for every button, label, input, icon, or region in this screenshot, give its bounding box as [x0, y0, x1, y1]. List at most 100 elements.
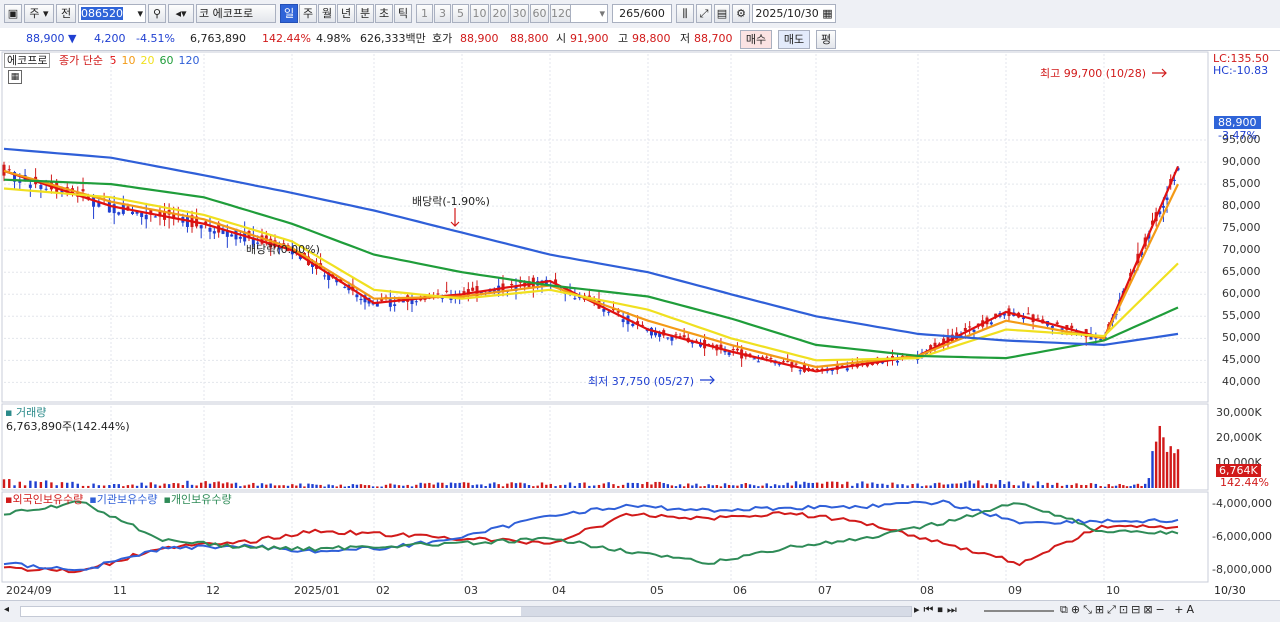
volume-bar	[968, 480, 971, 488]
change-value: 4,200	[94, 32, 126, 45]
save-icon[interactable]: ▤	[714, 4, 730, 23]
volume-bar	[449, 482, 453, 488]
date-input[interactable]: 2025/10/30 ▦	[752, 4, 836, 23]
volume-bar	[602, 483, 606, 488]
period-tab-0[interactable]: 일	[280, 4, 298, 23]
date-tick: 02	[376, 584, 390, 597]
holdings-line-0	[3, 511, 1179, 574]
price-tick: 70,000	[1222, 243, 1261, 257]
volume-bar	[299, 483, 302, 488]
market-select[interactable]: 주 ▾	[24, 4, 54, 23]
grid-lines	[1, 51, 1209, 583]
volume-bar	[234, 482, 238, 488]
interval-button-120[interactable]: 120	[550, 4, 572, 23]
chevron-down-icon: ▾	[599, 7, 605, 20]
volume-bar	[480, 484, 483, 488]
legend-stock-name[interactable]: 에코프로	[4, 53, 51, 68]
price-tick: 90,000	[1222, 155, 1261, 169]
volume-bar	[158, 485, 162, 488]
volume-bar	[826, 481, 829, 488]
volume-bar	[650, 484, 653, 488]
volume-bar	[81, 485, 85, 488]
date-tick: 12	[206, 584, 220, 597]
window-icon[interactable]: ▣	[4, 4, 22, 23]
buy-button[interactable]: 매수	[740, 30, 772, 49]
candle	[92, 193, 96, 219]
interval-button-10[interactable]: 10	[470, 4, 489, 23]
volume-bar	[428, 482, 431, 488]
interval-button-30[interactable]: 30	[510, 4, 529, 23]
interval-button-3[interactable]: 3	[434, 4, 451, 23]
volume-bar	[831, 481, 834, 488]
interval-button-60[interactable]: 60	[530, 4, 549, 23]
period-tab-5[interactable]: 초	[375, 4, 393, 23]
volume-bar	[467, 482, 470, 488]
open-label: 시	[556, 32, 567, 45]
period-tab-1[interactable]: 주	[299, 4, 317, 23]
volume-tick: 20,000K	[1216, 431, 1262, 444]
volume-bar	[34, 481, 37, 488]
volume-bar	[578, 483, 581, 488]
ma-line-5	[3, 166, 1180, 373]
gear-icon[interactable]: ⚙	[732, 4, 750, 23]
volume-bar	[1165, 451, 1169, 488]
volume-bar	[568, 482, 572, 488]
sell-button[interactable]: 매도	[778, 30, 810, 49]
volume-bar	[674, 486, 678, 488]
volume-bar	[981, 485, 984, 488]
stock-code-input[interactable]: 086520 ▾	[78, 4, 146, 23]
draw-icon[interactable]: ⤢	[696, 4, 712, 23]
volume-bar	[406, 484, 409, 488]
volume-bar	[886, 484, 889, 488]
period-tab-2[interactable]: 월	[318, 4, 336, 23]
volume-bar	[458, 482, 461, 488]
volume-bar	[256, 485, 259, 488]
horizontal-scrollbar[interactable]	[20, 606, 912, 617]
date-value: 2025/10/30	[755, 7, 819, 20]
candle	[144, 202, 148, 229]
volume-bar	[315, 484, 318, 488]
dividend-annotation-2: 배당락(0.00%)	[246, 243, 320, 256]
count-input[interactable]: 265/600	[612, 4, 672, 23]
volume-bar	[1125, 486, 1129, 488]
scroll-left-icon[interactable]: ◂	[4, 604, 10, 615]
volume-bar	[291, 484, 294, 488]
search-icon[interactable]: ⚲	[148, 4, 166, 23]
period-tab-3[interactable]: 년	[337, 4, 355, 23]
stock-name: 에코프로	[212, 7, 254, 20]
candle	[355, 288, 359, 302]
sound-icon[interactable]: ◂▾	[168, 4, 194, 23]
lc-label: LC:135.50	[1213, 52, 1270, 65]
empty-select[interactable]: ▾	[570, 4, 608, 23]
volume-bar	[765, 483, 768, 488]
volume-bar	[92, 483, 95, 488]
period-tab-6[interactable]: 틱	[394, 4, 412, 23]
volume-bar	[621, 484, 625, 488]
period-tab-4[interactable]: 분	[356, 4, 374, 23]
volume-bar	[732, 485, 735, 488]
zoom-slider[interactable]	[984, 610, 1054, 612]
interval-button-1[interactable]: 1	[416, 4, 433, 23]
volume-bar	[1169, 446, 1172, 488]
legend-type: 종가 단순	[58, 54, 103, 67]
volume-bar	[769, 486, 773, 488]
volume-bar	[946, 484, 950, 488]
interval-button-5[interactable]: 5	[452, 4, 469, 23]
candle-icon[interactable]: ⫼	[676, 4, 694, 23]
volume-bar	[108, 485, 111, 488]
date-tick: 08	[920, 584, 934, 597]
volume-value-label: 6,763,890주(142.44%)	[6, 420, 130, 433]
prev-button[interactable]: 전	[56, 4, 76, 23]
stock-name-box[interactable]: 코 에코프로	[196, 4, 276, 23]
candle	[968, 321, 972, 334]
playback-controls[interactable]: ▸⏮⏹⏭	[914, 603, 961, 616]
interval-button-20[interactable]: 20	[490, 4, 509, 23]
tool-icons[interactable]: ⧉⊕⤡⊞⤢⊡⊟⊠− +A	[1060, 603, 1197, 616]
panel-icon: ▪	[5, 406, 16, 419]
scrollbar-thumb[interactable]	[521, 607, 911, 616]
price-tick: 50,000	[1222, 331, 1261, 345]
holdings-legend: ▪외국인보유수량 ▪기관보유수량 ▪개인보유수량	[5, 491, 238, 507]
eval-button[interactable]: 평	[816, 30, 836, 49]
grid-icon[interactable]: ▦	[8, 70, 22, 84]
volume-bar	[1003, 484, 1006, 488]
